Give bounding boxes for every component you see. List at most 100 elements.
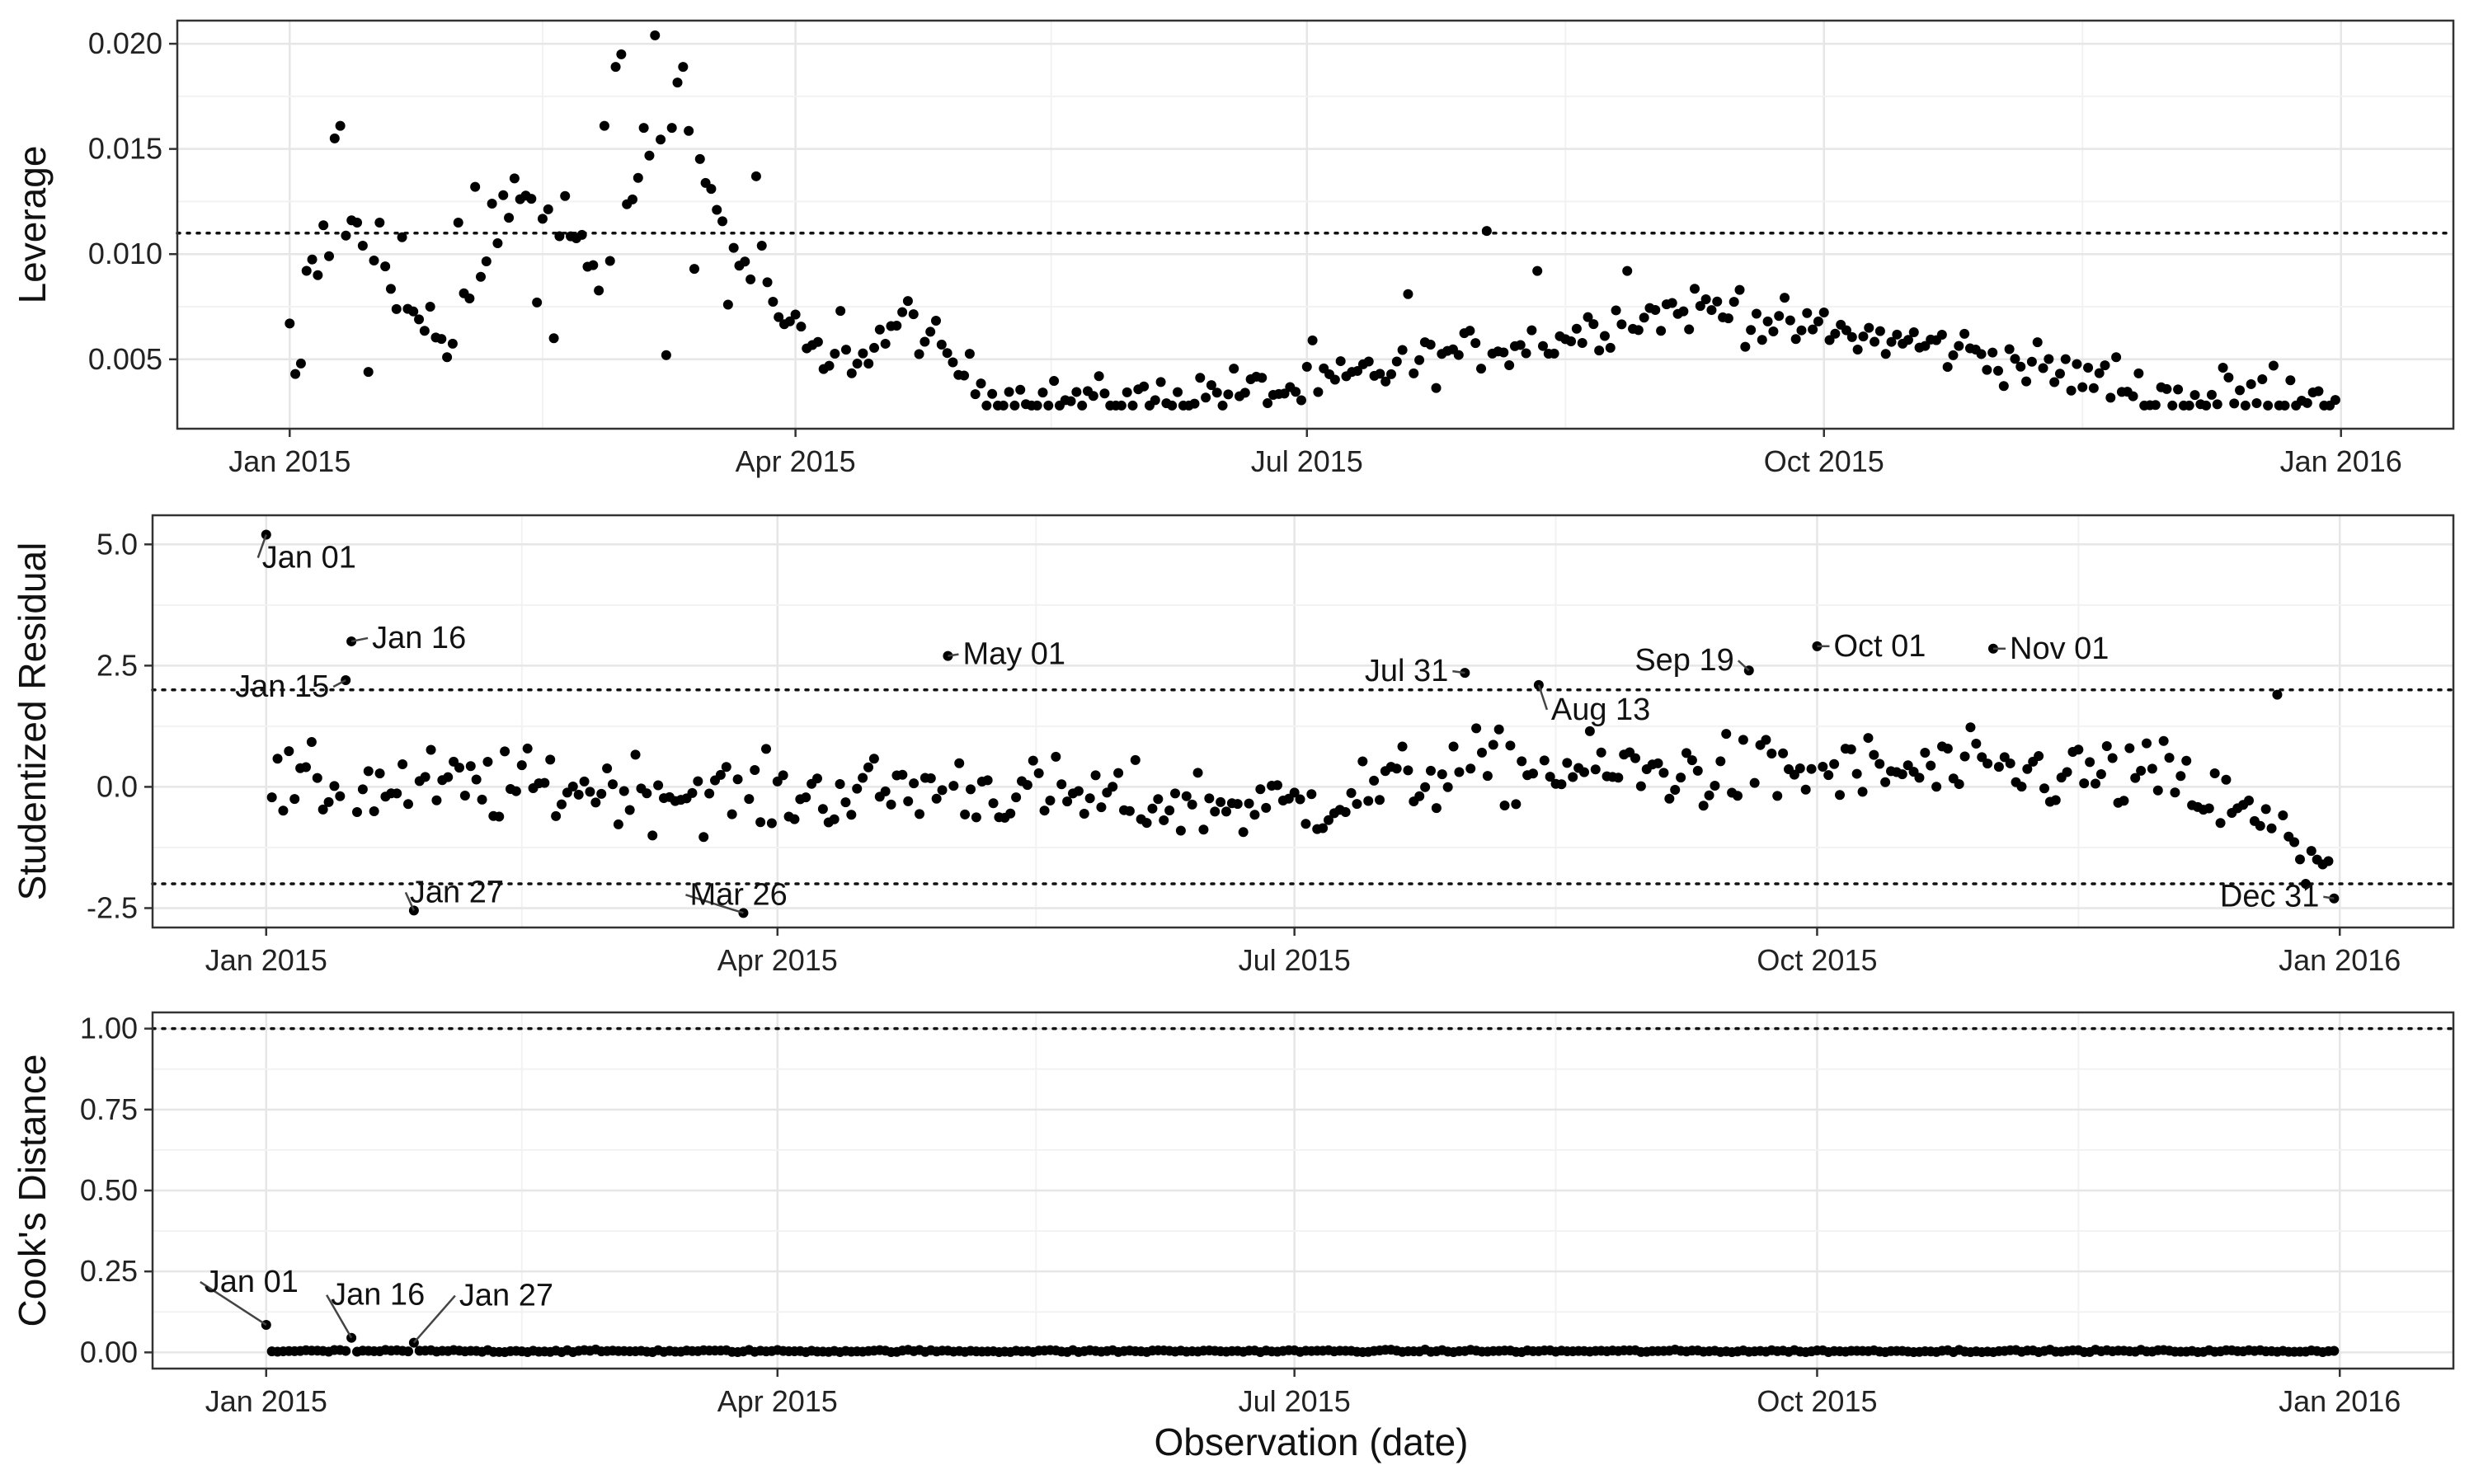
data-point [2088,383,2099,393]
data-point [1616,319,1627,330]
y-tick-label: 5.0 [96,527,138,561]
data-point [1204,793,1215,804]
data-point [2044,354,2054,364]
x-tick-label: Jan 2015 [205,1384,327,1418]
data-point [1159,815,1169,825]
data-point [1141,818,1152,829]
data-point [403,1346,413,1357]
data-point [931,316,941,326]
data-point [2300,879,2311,890]
data-point [2204,803,2214,814]
data-point [774,312,784,322]
data-point [1130,754,1141,765]
data-point [2060,354,2071,364]
data-point [909,778,920,789]
data-point [357,784,368,795]
annotation-label: Jan 27 [459,1279,553,1313]
data-point [755,817,766,828]
data-point [644,150,655,161]
data-point [1942,744,1953,754]
data-point [824,360,835,371]
data-point [1740,341,1751,352]
data-point [936,339,947,350]
data-point [2260,804,2271,815]
annotation-leader [200,1280,267,1327]
data-point [1431,383,1442,393]
data-point [1465,763,1476,774]
data-point [1566,336,1577,346]
data-point [954,758,965,768]
data-point [2038,363,2048,373]
data-point [1954,340,1964,351]
data-point [1352,799,1362,810]
data-point [2240,400,2251,411]
data-point [1965,722,1976,733]
data-point [1796,325,1807,336]
data-point [768,297,778,308]
data-point [613,819,623,829]
data-point [2124,743,2135,754]
data-point [414,314,425,325]
data-point [1403,765,1413,776]
data-point [2278,810,2288,820]
data-point [1175,825,1186,836]
data-point [1605,342,1616,353]
annotation-label: Mar 26 [689,877,787,912]
data-point [2184,400,2194,411]
data-point [715,769,726,780]
data-point [750,171,761,181]
data-point [1751,308,1761,319]
x-tick-label: Apr 2015 [717,943,838,977]
data-point [1195,373,1206,383]
data-point [1936,330,1947,340]
data-point [638,123,649,134]
data-point [2128,391,2138,402]
data-point [2212,399,2222,410]
data-point [1301,361,1312,372]
data-point [1568,772,1578,782]
data-point [408,306,419,317]
data-point [2181,755,2192,766]
data-point [1335,356,1346,367]
annotation-leader [2323,895,2335,899]
data-point [465,761,476,772]
data-point [471,774,482,785]
data-point [1442,782,1453,792]
data-point [1028,755,1038,766]
studentized-residual-panel: Jan 01 Jan 16 Jan 15 Jan 27 Mar 26 May 01 Jul … [11,514,2455,977]
data-point [1710,780,1720,791]
data-point [539,777,550,788]
data-point [1307,335,1318,345]
data-point [2022,763,2033,774]
data-point [494,811,505,822]
data-point [1830,328,1841,339]
annotation-label: Nov 01 [2010,632,2109,666]
data-point [1505,740,1516,751]
data-point [459,791,470,801]
data-point [1813,316,1823,326]
data-point [706,184,717,195]
data-point [1363,356,1374,367]
data-point [1869,749,1879,760]
data-point [642,788,652,799]
data-point [1780,293,1790,303]
data-point [970,389,981,400]
data-point [1420,782,1431,792]
data-point [1897,769,1907,780]
data-point [1772,791,1783,801]
data-point [1785,315,1795,326]
data-point [1903,335,1913,345]
data-point [835,306,846,317]
data-point [672,77,683,88]
data-point [1079,808,1089,819]
data-point [2329,1345,2340,1356]
data-point [312,773,322,783]
data-point [1749,777,1760,788]
data-point [476,271,486,282]
data-point [301,265,312,276]
data-point [756,241,767,251]
data-point [704,788,715,799]
data-point [687,787,698,798]
data-point [526,194,537,204]
